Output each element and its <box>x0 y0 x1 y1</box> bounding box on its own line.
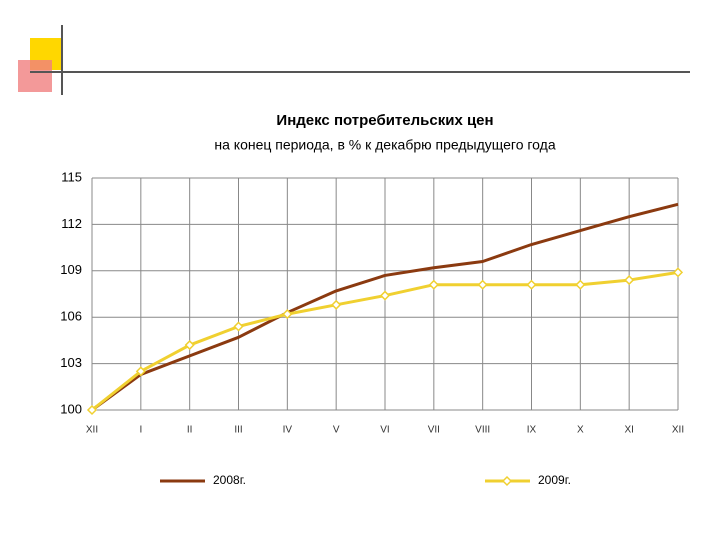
x-tick-label: IV <box>283 425 293 436</box>
x-tick-label: VI <box>380 425 389 436</box>
x-tick-label: XII <box>86 425 98 436</box>
data-point <box>379 290 391 301</box>
data-point <box>184 339 195 351</box>
data-point <box>428 279 439 290</box>
data-point <box>526 279 537 290</box>
deco-square <box>18 60 52 92</box>
data-point <box>86 404 98 416</box>
series-line <box>91 202 679 412</box>
data-point <box>624 275 635 286</box>
x-tick-label: II <box>187 425 193 436</box>
x-tick-label: VIII <box>475 425 490 436</box>
y-tick-label: 115 <box>61 169 82 184</box>
legend-label: 2008г. <box>213 473 246 487</box>
x-tick-label: XI <box>624 425 633 436</box>
data-point <box>672 267 684 278</box>
y-tick-label: 112 <box>61 216 82 231</box>
x-tick-label: V <box>333 425 340 436</box>
x-tick-label: IX <box>527 425 537 436</box>
legend-label: 2009г. <box>538 473 571 487</box>
data-point <box>575 279 586 290</box>
data-point <box>331 299 342 310</box>
x-tick-label: III <box>234 425 242 436</box>
y-tick-label: 109 <box>60 262 82 277</box>
data-point <box>135 366 146 377</box>
data-point <box>477 279 488 290</box>
y-tick-label: 103 <box>60 355 82 370</box>
chart-title: Индекс потребительских цен <box>276 112 493 129</box>
data-point <box>282 309 293 320</box>
x-tick-label: I <box>139 425 142 436</box>
x-tick-label: X <box>577 425 584 436</box>
chart-subtitle: на конец периода, в % к декабрю предыдущ… <box>214 137 555 153</box>
y-tick-label: 106 <box>60 309 82 324</box>
legend-marker <box>501 475 513 487</box>
x-tick-label: XII <box>672 425 684 436</box>
x-tick-label: VII <box>428 425 440 436</box>
data-point <box>233 321 244 332</box>
y-tick-label: 100 <box>60 401 82 416</box>
